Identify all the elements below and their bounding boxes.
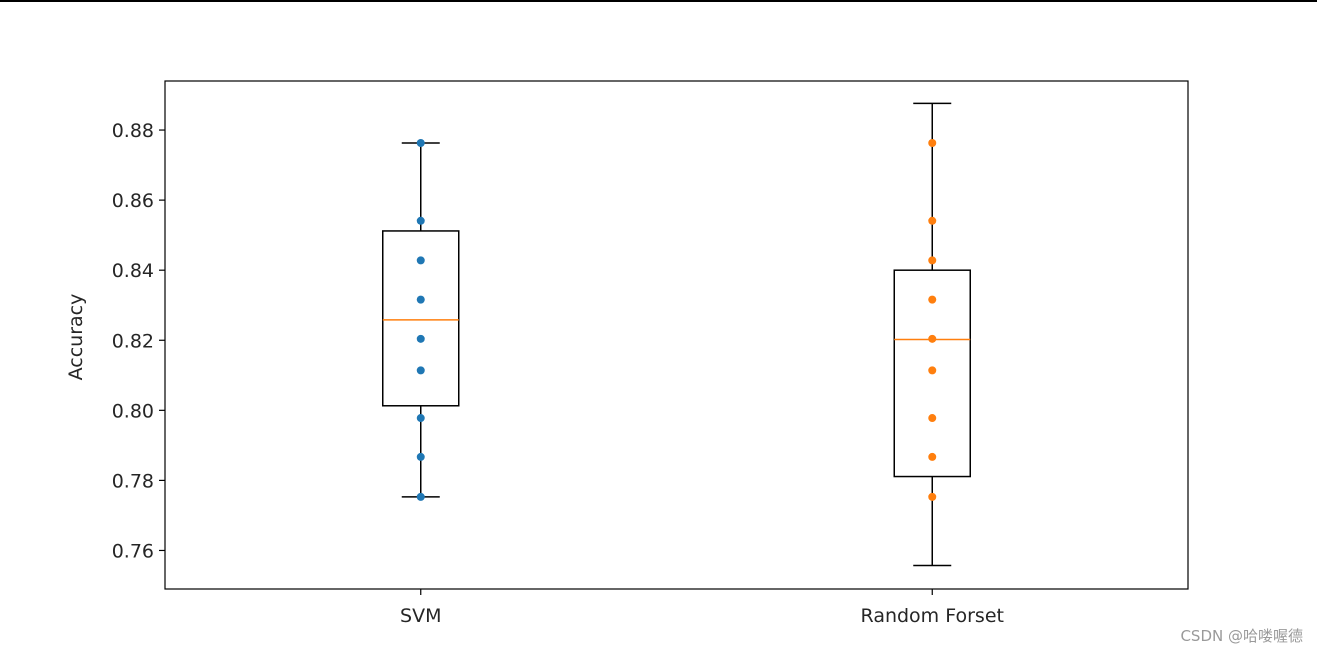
y-axis-label: Accuracy xyxy=(65,294,87,381)
data-point xyxy=(928,492,937,501)
plot-frame xyxy=(164,80,1189,590)
data-point xyxy=(416,295,425,304)
data-point xyxy=(416,366,425,375)
y-tick-label: 0.76 xyxy=(112,540,154,562)
data-point xyxy=(416,492,425,501)
data-point xyxy=(928,256,937,265)
watermark-text: CSDN @哈喽喔德 xyxy=(1180,627,1303,645)
top-border-line xyxy=(0,0,1317,2)
data-point xyxy=(416,256,425,265)
data-point xyxy=(416,216,425,225)
data-point xyxy=(928,295,937,304)
x-tick-label: Random Forset xyxy=(861,605,1004,627)
data-point xyxy=(928,366,937,375)
data-point xyxy=(928,216,937,225)
x-axis: SVM Random Forset xyxy=(400,589,1004,627)
box-group-random-forset xyxy=(893,102,971,567)
box-groups xyxy=(382,102,971,567)
data-point xyxy=(928,452,937,461)
y-tick-label: 0.82 xyxy=(112,330,154,352)
y-tick-label: 0.84 xyxy=(112,260,154,282)
data-point xyxy=(928,414,937,423)
y-tick-label: 0.80 xyxy=(112,400,154,422)
data-point xyxy=(416,414,425,423)
x-tick-label: SVM xyxy=(400,605,441,627)
data-point xyxy=(928,139,937,148)
data-point xyxy=(928,334,937,343)
y-axis: 0.76 0.78 0.80 0.82 0.84 0.86 0.88 xyxy=(112,120,165,562)
y-tick-label: 0.88 xyxy=(112,120,154,142)
iqr-box xyxy=(893,269,971,478)
data-point xyxy=(416,452,425,461)
data-point xyxy=(416,139,425,148)
data-point xyxy=(416,334,425,343)
iqr-box xyxy=(382,230,460,407)
y-tick-label: 0.78 xyxy=(112,470,154,492)
y-tick-label: 0.86 xyxy=(112,190,154,212)
box-group-svm xyxy=(382,139,460,501)
